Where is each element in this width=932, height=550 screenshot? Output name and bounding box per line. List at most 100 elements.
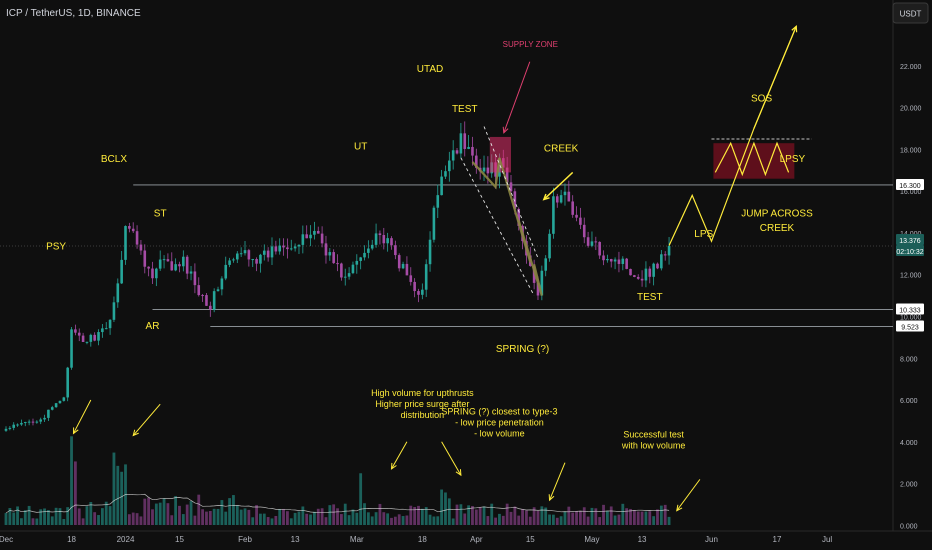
y-tick-label: 16.000 [900, 189, 922, 196]
volume-bar [486, 516, 490, 525]
candle-body [609, 258, 613, 262]
candle-body [444, 171, 447, 177]
annotation-label: SUPPLY ZONE [503, 40, 558, 49]
candle-body [648, 268, 652, 277]
volume-bar [386, 513, 390, 525]
annotation-label: ST [154, 208, 167, 219]
candle-body [70, 329, 73, 368]
y-tick-label: 22.000 [900, 64, 922, 71]
candle-body [598, 241, 601, 256]
volume-bar [120, 471, 124, 525]
volume-bar [127, 514, 131, 525]
candle-body [16, 424, 19, 426]
candle-body [536, 282, 540, 296]
candle-body [636, 276, 640, 279]
volume-bar [301, 506, 305, 525]
note-line: Higher price surge after [375, 399, 469, 409]
candle-body [644, 268, 648, 281]
candle-body [629, 268, 632, 276]
volume-bar [455, 504, 459, 525]
supply-zone-box [489, 136, 512, 173]
candle-body [633, 275, 636, 277]
volume-bar [605, 510, 609, 525]
candle-body [116, 283, 120, 303]
candle-body [548, 233, 551, 259]
volume-bar [112, 452, 116, 525]
candle-body [282, 245, 285, 248]
y-tick-label: 20.000 [900, 106, 922, 113]
volume-bar [39, 509, 43, 525]
volume-bar [359, 473, 363, 525]
volume-bar [494, 517, 497, 525]
volume-bar [66, 507, 70, 525]
candle-body [4, 428, 8, 431]
candle-body [451, 150, 455, 161]
x-tick-label: Jun [705, 535, 718, 544]
annotation-label: SPRING (?) [496, 344, 549, 355]
volume-bar [428, 514, 432, 525]
annotation-label: SOS [751, 93, 772, 104]
distribution-zigzag [471, 157, 543, 296]
price-axis[interactable]: 22.00020.00018.00016.00014.00012.00010.0… [896, 64, 924, 530]
volume-bar [617, 514, 621, 525]
candle-body [656, 263, 659, 269]
y-tick-label: 6.000 [900, 398, 918, 405]
candle-body [58, 400, 62, 404]
candle-body [667, 246, 671, 256]
candle-body [247, 250, 251, 260]
candle-body [251, 259, 255, 261]
volume-bar [498, 513, 501, 525]
x-tick-label: 18 [67, 535, 76, 544]
currency-button[interactable]: USDT [900, 10, 922, 19]
y-tick-label: 2.000 [900, 482, 918, 489]
volume-bar [471, 506, 474, 525]
candle-body [97, 332, 100, 341]
candle-body [324, 243, 328, 256]
x-tick-label: Jul [822, 535, 832, 544]
volume-bar [235, 505, 239, 525]
lpsy-box [713, 143, 795, 179]
candle-body [108, 319, 112, 329]
price-label: 13.376 [899, 238, 921, 245]
volume-bar [582, 507, 586, 525]
arrow-line [676, 479, 701, 511]
candle-body [228, 260, 231, 265]
grid [0, 0, 932, 532]
candle-body [155, 268, 158, 279]
candle-body [359, 257, 362, 261]
candle-body [270, 246, 274, 258]
volume-bar [16, 506, 19, 525]
volume-bar [571, 512, 575, 525]
volume-bar [131, 512, 135, 525]
volume-bar [525, 510, 528, 525]
volume-bar [575, 511, 578, 525]
candle-body [205, 295, 208, 306]
volume-bar [282, 508, 285, 525]
candle-body [124, 226, 127, 260]
currency-button-bg[interactable] [892, 2, 929, 24]
volume-bar [640, 511, 644, 525]
y-tick-label: 10.000 [900, 315, 922, 322]
candle-body [216, 289, 220, 292]
y-tick-label: 8.000 [900, 356, 918, 363]
candle-body [39, 419, 42, 422]
candle-body [47, 409, 50, 418]
time-axis[interactable]: Dec 18 2024 15 Feb 13 Mar 18 Apr 15 May 13 Jun 17 Jul [0, 535, 832, 544]
candle-body [50, 407, 54, 410]
candle-body [8, 427, 12, 429]
candle-body [540, 270, 544, 296]
candle-body [579, 217, 582, 225]
symbol-title[interactable]: ICP / TetherUS, 1D, BINANCE [6, 8, 141, 19]
volume-bar [309, 514, 312, 525]
volume-bar [625, 508, 629, 525]
candle-body [104, 328, 108, 330]
volume-bar [656, 509, 659, 525]
x-tick-label: Dec [0, 535, 13, 544]
candle-body [409, 275, 413, 282]
volume-bar [116, 465, 120, 525]
candle-body [266, 250, 270, 258]
volume-bar [420, 508, 424, 525]
volume-bar [12, 512, 16, 525]
